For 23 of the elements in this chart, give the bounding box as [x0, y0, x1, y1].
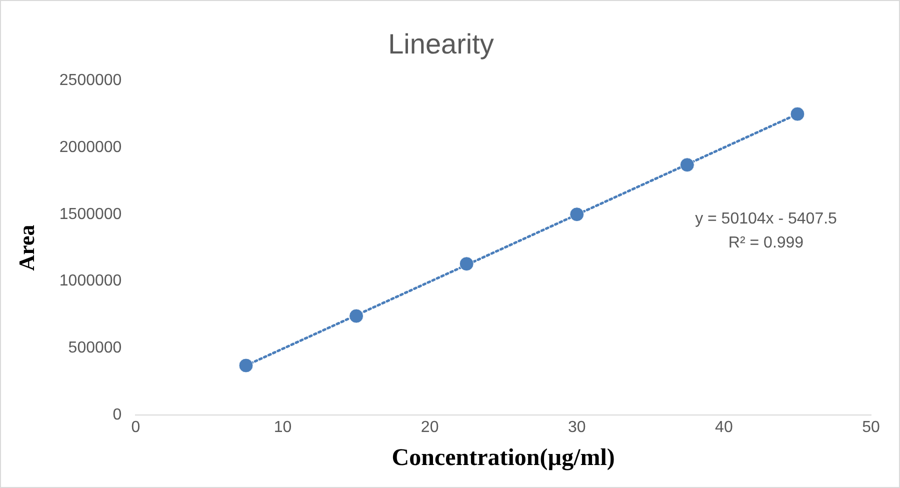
point — [349, 308, 364, 324]
y-tick-label: 500000 — [68, 340, 122, 357]
annotation: R² = 0.999 — [728, 234, 804, 252]
y-tick-label: 2000000 — [59, 138, 122, 156]
annotation: y = 50104x - 5407.5 — [695, 210, 838, 228]
x-tick-label: 30 — [568, 419, 586, 436]
x-tick-label: 40 — [715, 419, 733, 436]
point — [238, 358, 254, 373]
x-tick-label: 10 — [274, 419, 292, 436]
x-tick-label: 50 — [862, 419, 880, 436]
x-tick-label: 20 — [420, 419, 439, 436]
y-axis-title: Area — [14, 224, 39, 271]
y-tick-label: 2500000 — [59, 72, 122, 90]
x-tick-label: 0 — [131, 419, 140, 436]
chart-title: Linearity — [388, 28, 494, 60]
y-tick-label: 0 — [112, 406, 122, 424]
point — [680, 158, 694, 172]
x-axis-title: Concentration(µg/ml) — [392, 444, 615, 471]
point — [790, 106, 805, 122]
y-tick-label: 1000000 — [59, 272, 122, 290]
point — [459, 256, 474, 272]
point — [570, 207, 584, 222]
y-tick-label: 1500000 — [59, 206, 122, 223]
